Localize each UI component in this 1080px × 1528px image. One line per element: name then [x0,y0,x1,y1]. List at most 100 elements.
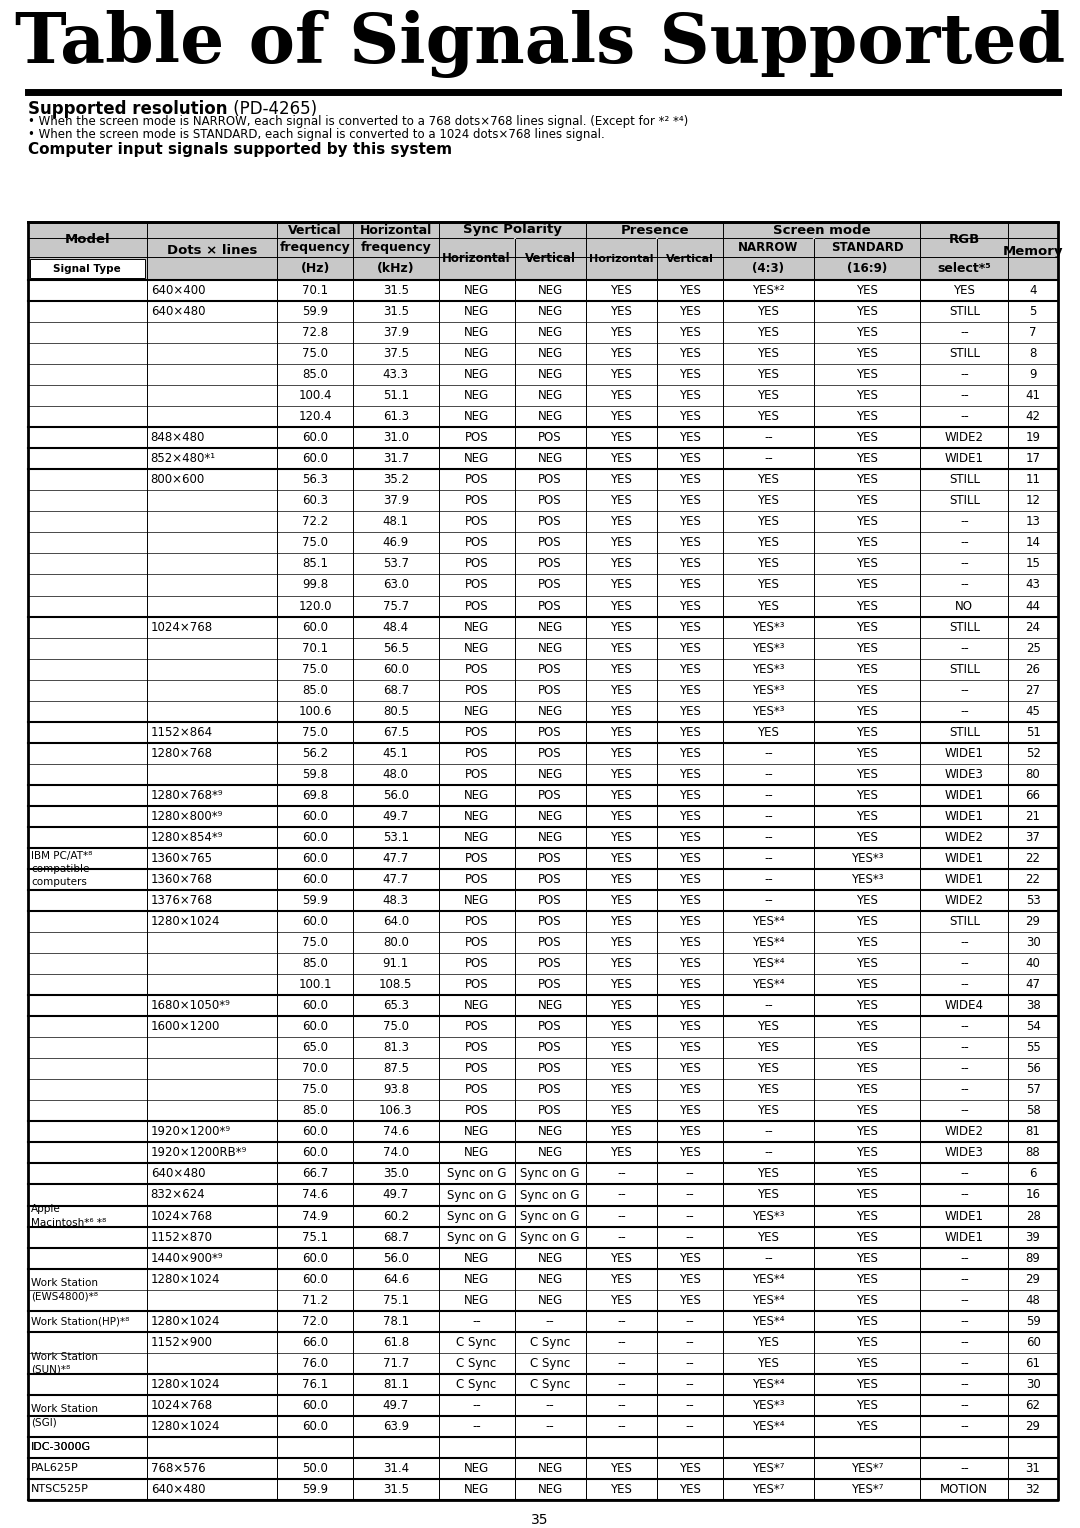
Text: 50.0: 50.0 [302,1462,328,1475]
Text: 640×400: 640×400 [151,284,205,296]
Text: --: -- [960,1378,969,1390]
Text: YES: YES [856,1083,878,1096]
Text: POS: POS [538,474,562,486]
Text: --: -- [960,978,969,992]
Text: YES: YES [856,1420,878,1433]
Text: --: -- [617,1357,625,1369]
Text: 55: 55 [1026,1041,1040,1054]
Text: 22: 22 [1026,853,1041,865]
Text: 39: 39 [1026,1230,1040,1244]
Text: 53: 53 [1026,894,1040,908]
Text: STILL: STILL [948,347,980,361]
Text: --: -- [617,1378,625,1390]
Text: 1360×768: 1360×768 [151,872,213,886]
Text: POS: POS [464,495,488,507]
Text: --: -- [960,390,969,402]
Bar [28,1436,1058,1458]
Text: --: -- [686,1420,694,1433]
Text: 30: 30 [1026,937,1040,949]
Text: NEG: NEG [538,1484,563,1496]
Text: YES: YES [856,1335,878,1349]
Text: YES*²: YES*² [752,284,785,296]
Text: --: -- [960,1294,969,1306]
Text: Sync on G: Sync on G [521,1189,580,1201]
Text: Sync on G: Sync on G [521,1167,580,1181]
Text: POS: POS [464,747,488,759]
Text: --: -- [617,1167,625,1181]
Text: 100.4: 100.4 [298,390,332,402]
Text: POS: POS [464,853,488,865]
Text: YES*³: YES*³ [752,1398,785,1412]
Text: 640×480: 640×480 [151,1167,205,1181]
Text: 1440×900*⁹: 1440×900*⁹ [151,1251,224,1265]
Text: Work Station
(EWS4800)*⁸: Work Station (EWS4800)*⁸ [31,1277,98,1302]
Text: NEG: NEG [464,999,489,1012]
Text: 7: 7 [1029,325,1037,339]
Bar [28,1352,1058,1374]
Text: --: -- [764,810,773,824]
Text: 78.1: 78.1 [382,1314,409,1328]
Text: --: -- [545,1398,554,1412]
Text: POS: POS [538,1083,562,1096]
Text: 25: 25 [1026,642,1040,654]
Text: C Sync: C Sync [530,1378,570,1390]
Text: --: -- [960,1041,969,1054]
Text: Vertical: Vertical [525,252,576,266]
Bar [28,222,1058,280]
Text: WIDE4: WIDE4 [945,999,984,1012]
Text: --: -- [617,1398,625,1412]
Text: YES: YES [679,957,701,970]
Bar [28,995,1058,1016]
Text: YES: YES [757,1357,780,1369]
Text: 59.9: 59.9 [302,894,328,908]
Text: YES: YES [679,726,701,738]
Text: YES: YES [610,1041,632,1054]
Text: --: -- [960,536,969,550]
Bar [28,1163,1058,1184]
Text: Model: Model [65,232,110,246]
Text: YES: YES [679,810,701,824]
Text: YES: YES [610,431,632,445]
Text: YES: YES [679,1105,701,1117]
Text: NEG: NEG [538,1146,563,1160]
Text: --: -- [764,872,773,886]
Text: Sync on G: Sync on G [447,1189,507,1201]
Text: YES: YES [757,579,780,591]
Text: YES: YES [679,368,701,380]
Text: YES: YES [610,872,632,886]
Text: 75.0: 75.0 [302,937,328,949]
Text: YES: YES [610,1105,632,1117]
Text: YES: YES [856,663,878,675]
Text: YES: YES [610,284,632,296]
Text: YES*⁴: YES*⁴ [752,1314,785,1328]
Bar [28,805,1058,827]
Text: YES: YES [856,1251,878,1265]
Text: NARROW: NARROW [739,241,798,254]
Text: 60.0: 60.0 [302,1251,328,1265]
Bar [28,1059,1058,1079]
Text: 47.7: 47.7 [382,853,409,865]
Text: --: -- [960,1251,969,1265]
Text: YES: YES [757,1083,780,1096]
Text: RGB: RGB [948,232,980,246]
Text: --: -- [686,1357,694,1369]
Text: 68.7: 68.7 [382,1230,409,1244]
Text: POS: POS [538,1105,562,1117]
Text: YES: YES [757,368,780,380]
Text: YES: YES [856,1210,878,1222]
Text: 54: 54 [1026,1021,1040,1033]
Text: NEG: NEG [538,620,563,634]
Text: 60.0: 60.0 [302,1273,328,1285]
Text: POS: POS [464,474,488,486]
Text: Horizontal: Horizontal [442,252,511,266]
Text: 60.0: 60.0 [302,853,328,865]
Text: Sync on G: Sync on G [521,1230,580,1244]
Text: 93.8: 93.8 [382,1083,409,1096]
Text: WIDE1: WIDE1 [945,788,984,802]
Text: POS: POS [538,515,562,529]
Text: PAL625P: PAL625P [31,1464,79,1473]
Text: 75.7: 75.7 [382,599,409,613]
Text: STILL: STILL [948,663,980,675]
Text: Table of Signals Supported: Table of Signals Supported [15,11,1065,78]
Text: 1024×768: 1024×768 [151,1398,213,1412]
